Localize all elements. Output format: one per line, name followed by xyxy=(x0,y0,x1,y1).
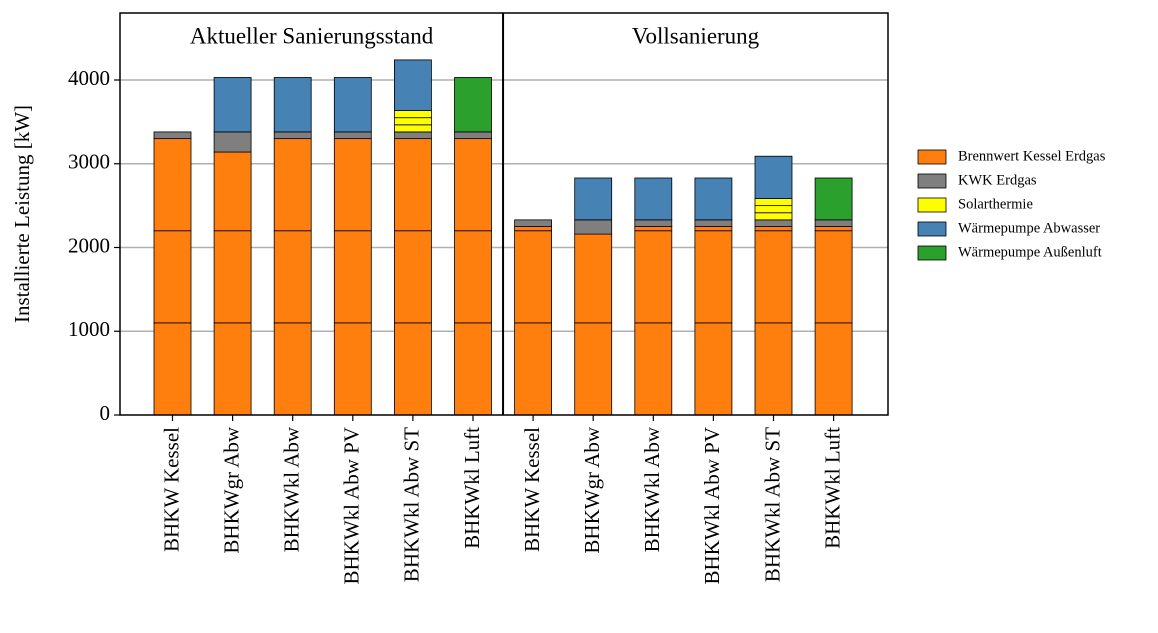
bar-segment xyxy=(754,205,793,214)
bar-segment xyxy=(454,322,492,416)
bar-segment xyxy=(814,230,853,324)
x-tick-label: BHKWgr Abw xyxy=(219,426,243,553)
bar-segment xyxy=(273,131,312,140)
bar-segment xyxy=(393,230,432,324)
bar-segment xyxy=(213,322,252,416)
y-tick-label: 3000 xyxy=(68,150,110,174)
bar-segment xyxy=(574,177,613,221)
bar-segment xyxy=(213,77,252,133)
y-tick-label: 1000 xyxy=(68,317,110,341)
bar-segment xyxy=(754,155,793,199)
x-tick-label: BHKWkl Abw PV xyxy=(340,427,364,585)
bar-segment xyxy=(393,59,432,111)
bar-segment xyxy=(333,322,372,416)
bar-segment xyxy=(694,177,733,221)
x-tick-label: BHKWgr Abw xyxy=(580,426,604,553)
bar-segment xyxy=(454,77,492,133)
legend-label: Wärmepumpe Außenluft xyxy=(958,244,1102,260)
bar-segment xyxy=(333,230,372,324)
x-tick-label: BHKWkl Luft xyxy=(820,427,844,549)
bar-segment xyxy=(694,226,733,232)
bar-segment xyxy=(634,230,673,324)
bar-segment xyxy=(273,230,312,324)
bar-segment xyxy=(454,230,492,324)
bar-segment xyxy=(634,226,673,232)
bar-segment xyxy=(153,230,192,324)
bar-segment xyxy=(273,77,312,133)
y-tick-label: 0 xyxy=(100,401,111,425)
x-tick-label: BHKWkl Abw xyxy=(640,426,664,552)
bar-segment xyxy=(333,138,372,232)
bar-segment xyxy=(814,177,853,221)
bar-segment xyxy=(514,219,552,227)
x-tick-label: BHKWkl Luft xyxy=(460,427,484,549)
legend-swatch xyxy=(917,173,947,189)
x-tick-label: BHKWkl Abw ST xyxy=(760,427,784,582)
x-tick-label: BHKW Kessel xyxy=(159,427,183,552)
bar-segment xyxy=(514,322,552,416)
bar-segment xyxy=(454,138,492,232)
x-tick-label: BHKWkl Abw ST xyxy=(400,427,424,582)
panel-title: Aktueller Sanierungsstand xyxy=(190,23,434,48)
bar-segment xyxy=(393,110,432,119)
bar-segment xyxy=(393,322,432,416)
legend-label: Brennwert Kessel Erdgas xyxy=(958,148,1106,164)
bar-segment xyxy=(634,322,673,416)
x-tick-label: BHKWkl Abw xyxy=(280,426,304,552)
x-tick-label: BHKW Kessel xyxy=(520,427,544,552)
bar-segment xyxy=(814,219,853,227)
bar-segment xyxy=(574,219,613,235)
bar-segment xyxy=(273,138,312,232)
legend-swatch xyxy=(917,197,947,213)
y-tick-label: 2000 xyxy=(68,233,110,257)
bar-segment xyxy=(694,219,733,227)
legend-label: Solarthermie xyxy=(958,196,1033,212)
bar-segment xyxy=(814,322,853,416)
bar-segment xyxy=(754,322,793,416)
panel-title: Vollsanierung xyxy=(632,23,760,48)
bar-segment xyxy=(213,131,252,153)
bar-segment xyxy=(514,230,552,324)
bar-segment xyxy=(454,131,492,140)
bar-segment xyxy=(754,219,793,227)
bar-segment xyxy=(814,226,853,232)
bar-segment xyxy=(393,131,432,140)
y-axis-label: Installierte Leistung [kW] xyxy=(10,105,34,323)
bar-segment xyxy=(153,322,192,416)
legend-swatch xyxy=(917,149,947,165)
bar-segment xyxy=(634,219,673,227)
bar-segment xyxy=(754,212,793,221)
bar-segment xyxy=(754,226,793,232)
x-tick-label: BHKWkl Abw PV xyxy=(700,427,724,585)
bar-segment xyxy=(634,177,673,221)
bar-segment xyxy=(153,131,192,140)
bar-segment xyxy=(393,138,432,232)
bar-segment xyxy=(574,233,613,324)
legend-label: Wärmepumpe Abwasser xyxy=(958,220,1100,236)
bar-segment xyxy=(754,198,793,207)
legend-label: KWK Erdgas xyxy=(958,172,1037,188)
bar-segment xyxy=(213,151,252,232)
bar-segment xyxy=(574,322,613,416)
legend-swatch xyxy=(917,221,947,237)
bar-segment xyxy=(694,230,733,324)
bar-segment xyxy=(153,138,192,232)
bar-segment xyxy=(213,230,252,324)
bar-segment xyxy=(393,124,432,133)
legend-swatch xyxy=(917,245,947,261)
plot-frame xyxy=(119,12,889,416)
bar-segment xyxy=(514,226,552,232)
bar-segment xyxy=(333,77,372,133)
bar-segment xyxy=(333,131,372,140)
y-tick-label: 4000 xyxy=(68,66,110,90)
bar-segment xyxy=(754,230,793,324)
bar-segment xyxy=(393,117,432,126)
bar-segment xyxy=(273,322,312,416)
bar-segment xyxy=(694,322,733,416)
